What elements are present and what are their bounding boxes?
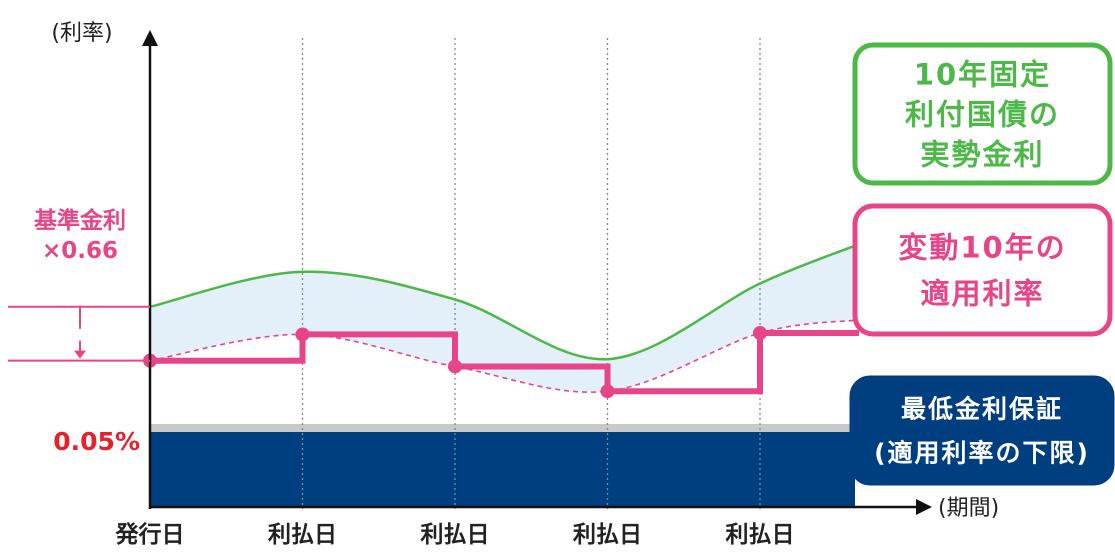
multiplier-label: ×0.66 — [42, 238, 118, 264]
reset-point — [600, 384, 615, 399]
floor-rate-label: 0.05% — [53, 427, 140, 456]
market-rate-callout-text: 10年固定 — [914, 57, 1051, 91]
floor-callout-box — [849, 375, 1115, 486]
floor-callout-text: (適用利率の下限) — [874, 439, 1090, 468]
applied-rate-callout-box — [852, 203, 1113, 337]
market-rate-callout-text: 実勢金利 — [920, 137, 1044, 171]
floor-area — [150, 432, 855, 507]
reset-point — [448, 359, 462, 374]
x-axis-label: (期間) — [938, 496, 999, 521]
market-rate-callout-text: 利付国債の — [905, 97, 1060, 131]
floor-callout-text: 最低金利保証 — [901, 395, 1063, 424]
x-axis-arrow — [916, 499, 932, 515]
spread-area — [150, 244, 860, 393]
applied-rate-callout-text: 適用利率 — [920, 276, 1044, 310]
applied-rate-callout-text: 変動10年の — [898, 230, 1066, 264]
y-axis-arrow — [142, 30, 158, 46]
y-axis-label: (利率) — [51, 21, 112, 46]
reset-point — [295, 327, 310, 342]
reset-point — [753, 325, 767, 340]
x-tick-label: 利払日 — [726, 522, 795, 548]
x-tick-label: 利払日 — [573, 522, 642, 548]
x-tick-label: 発行日 — [115, 521, 185, 548]
x-tick-label: 利払日 — [421, 522, 490, 548]
applied-rate-step-line — [150, 330, 860, 395]
base-rate-label: 基準金利 — [34, 207, 126, 234]
x-tick-label: 利払日 — [268, 522, 337, 548]
market-rate-line — [149, 243, 860, 361]
floor-line — [150, 424, 855, 432]
market-rate-callout-box — [852, 42, 1113, 186]
bracket-arrow — [74, 350, 86, 359]
